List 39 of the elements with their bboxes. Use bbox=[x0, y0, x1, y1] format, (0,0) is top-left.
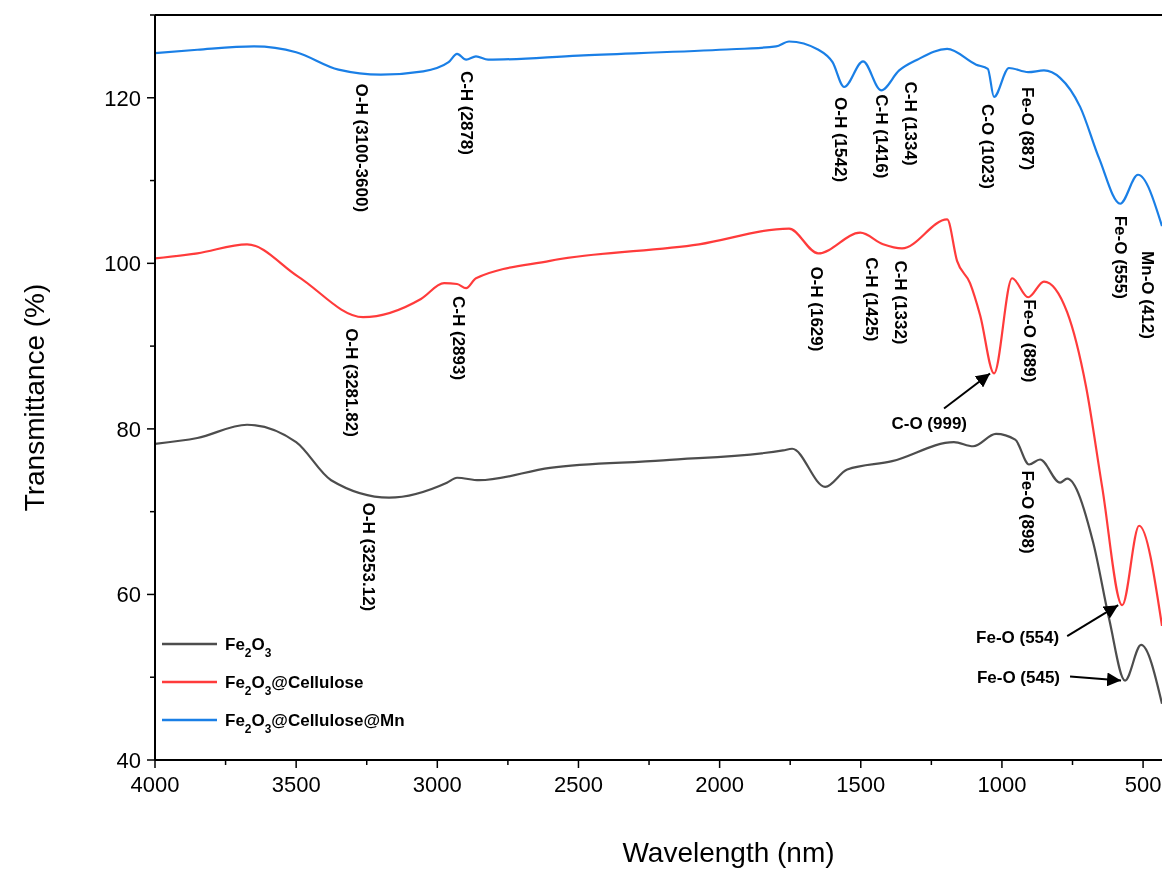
annotation: O-H (3281.82) bbox=[342, 328, 362, 437]
annotation: C-H (1425) bbox=[862, 257, 882, 342]
annotation: Mn-O (412) bbox=[1138, 251, 1157, 339]
line-series bbox=[155, 218, 1162, 627]
annotation: Fe-O (554) bbox=[976, 628, 1060, 648]
legend-label: Fe$_{2}$O$_{3}$@Cellulose bbox=[225, 673, 364, 698]
x-tick-label: 3000 bbox=[412, 772, 462, 797]
x-tick-label: 2000 bbox=[695, 772, 745, 797]
annotation: C-H (1416) bbox=[872, 94, 892, 179]
annotation: O-H (1542) bbox=[831, 97, 851, 183]
x-tick-label: 2500 bbox=[553, 772, 603, 797]
annotation: C-H (1334) bbox=[901, 81, 921, 166]
annotation: O-H (3253.12) bbox=[359, 502, 379, 612]
annotation: Fe-O (545) bbox=[976, 667, 1061, 687]
annotation: C-H (2878) bbox=[457, 70, 477, 155]
annotation: Fe-O (555) bbox=[1111, 215, 1131, 299]
annotation: C-H (2893) bbox=[449, 296, 469, 381]
y-tick-label: 100 bbox=[104, 251, 141, 277]
annotation: O-H (3100-3600) bbox=[351, 83, 371, 213]
x-tick-label: 500 bbox=[1124, 772, 1162, 797]
annotation: O-H (1629) bbox=[807, 266, 827, 352]
x-tick-label: 1000 bbox=[977, 772, 1027, 797]
annotation: Fe-O (889) bbox=[1020, 299, 1040, 383]
y-axis-title: Transmittance (%) bbox=[19, 283, 50, 512]
annotation: C-H (1332) bbox=[890, 260, 910, 345]
x-tick-label: 3500 bbox=[271, 772, 321, 797]
y-tick-label: 80 bbox=[116, 416, 141, 442]
annotation: C-O (1023) bbox=[978, 103, 998, 189]
legend-label: Fe$_{2}$O$_{3}$ bbox=[225, 635, 272, 660]
y-tick-label: 40 bbox=[116, 748, 141, 773]
x-axis-title: Wavelength (nm) bbox=[622, 837, 835, 868]
x-tick-label: 1500 bbox=[836, 772, 886, 797]
y-tick-label: 60 bbox=[116, 582, 141, 608]
y-tick-label: 120 bbox=[104, 85, 141, 111]
annotation: Fe-O (887) bbox=[1018, 87, 1038, 171]
annotation: C-O (999) bbox=[891, 414, 968, 434]
legend-label: Fe$_{2}$O$_{3}$@Cellulose@Mn bbox=[225, 711, 405, 736]
annotation: Fe-O (898) bbox=[1018, 470, 1038, 554]
x-tick-label: 4000 bbox=[130, 772, 180, 797]
